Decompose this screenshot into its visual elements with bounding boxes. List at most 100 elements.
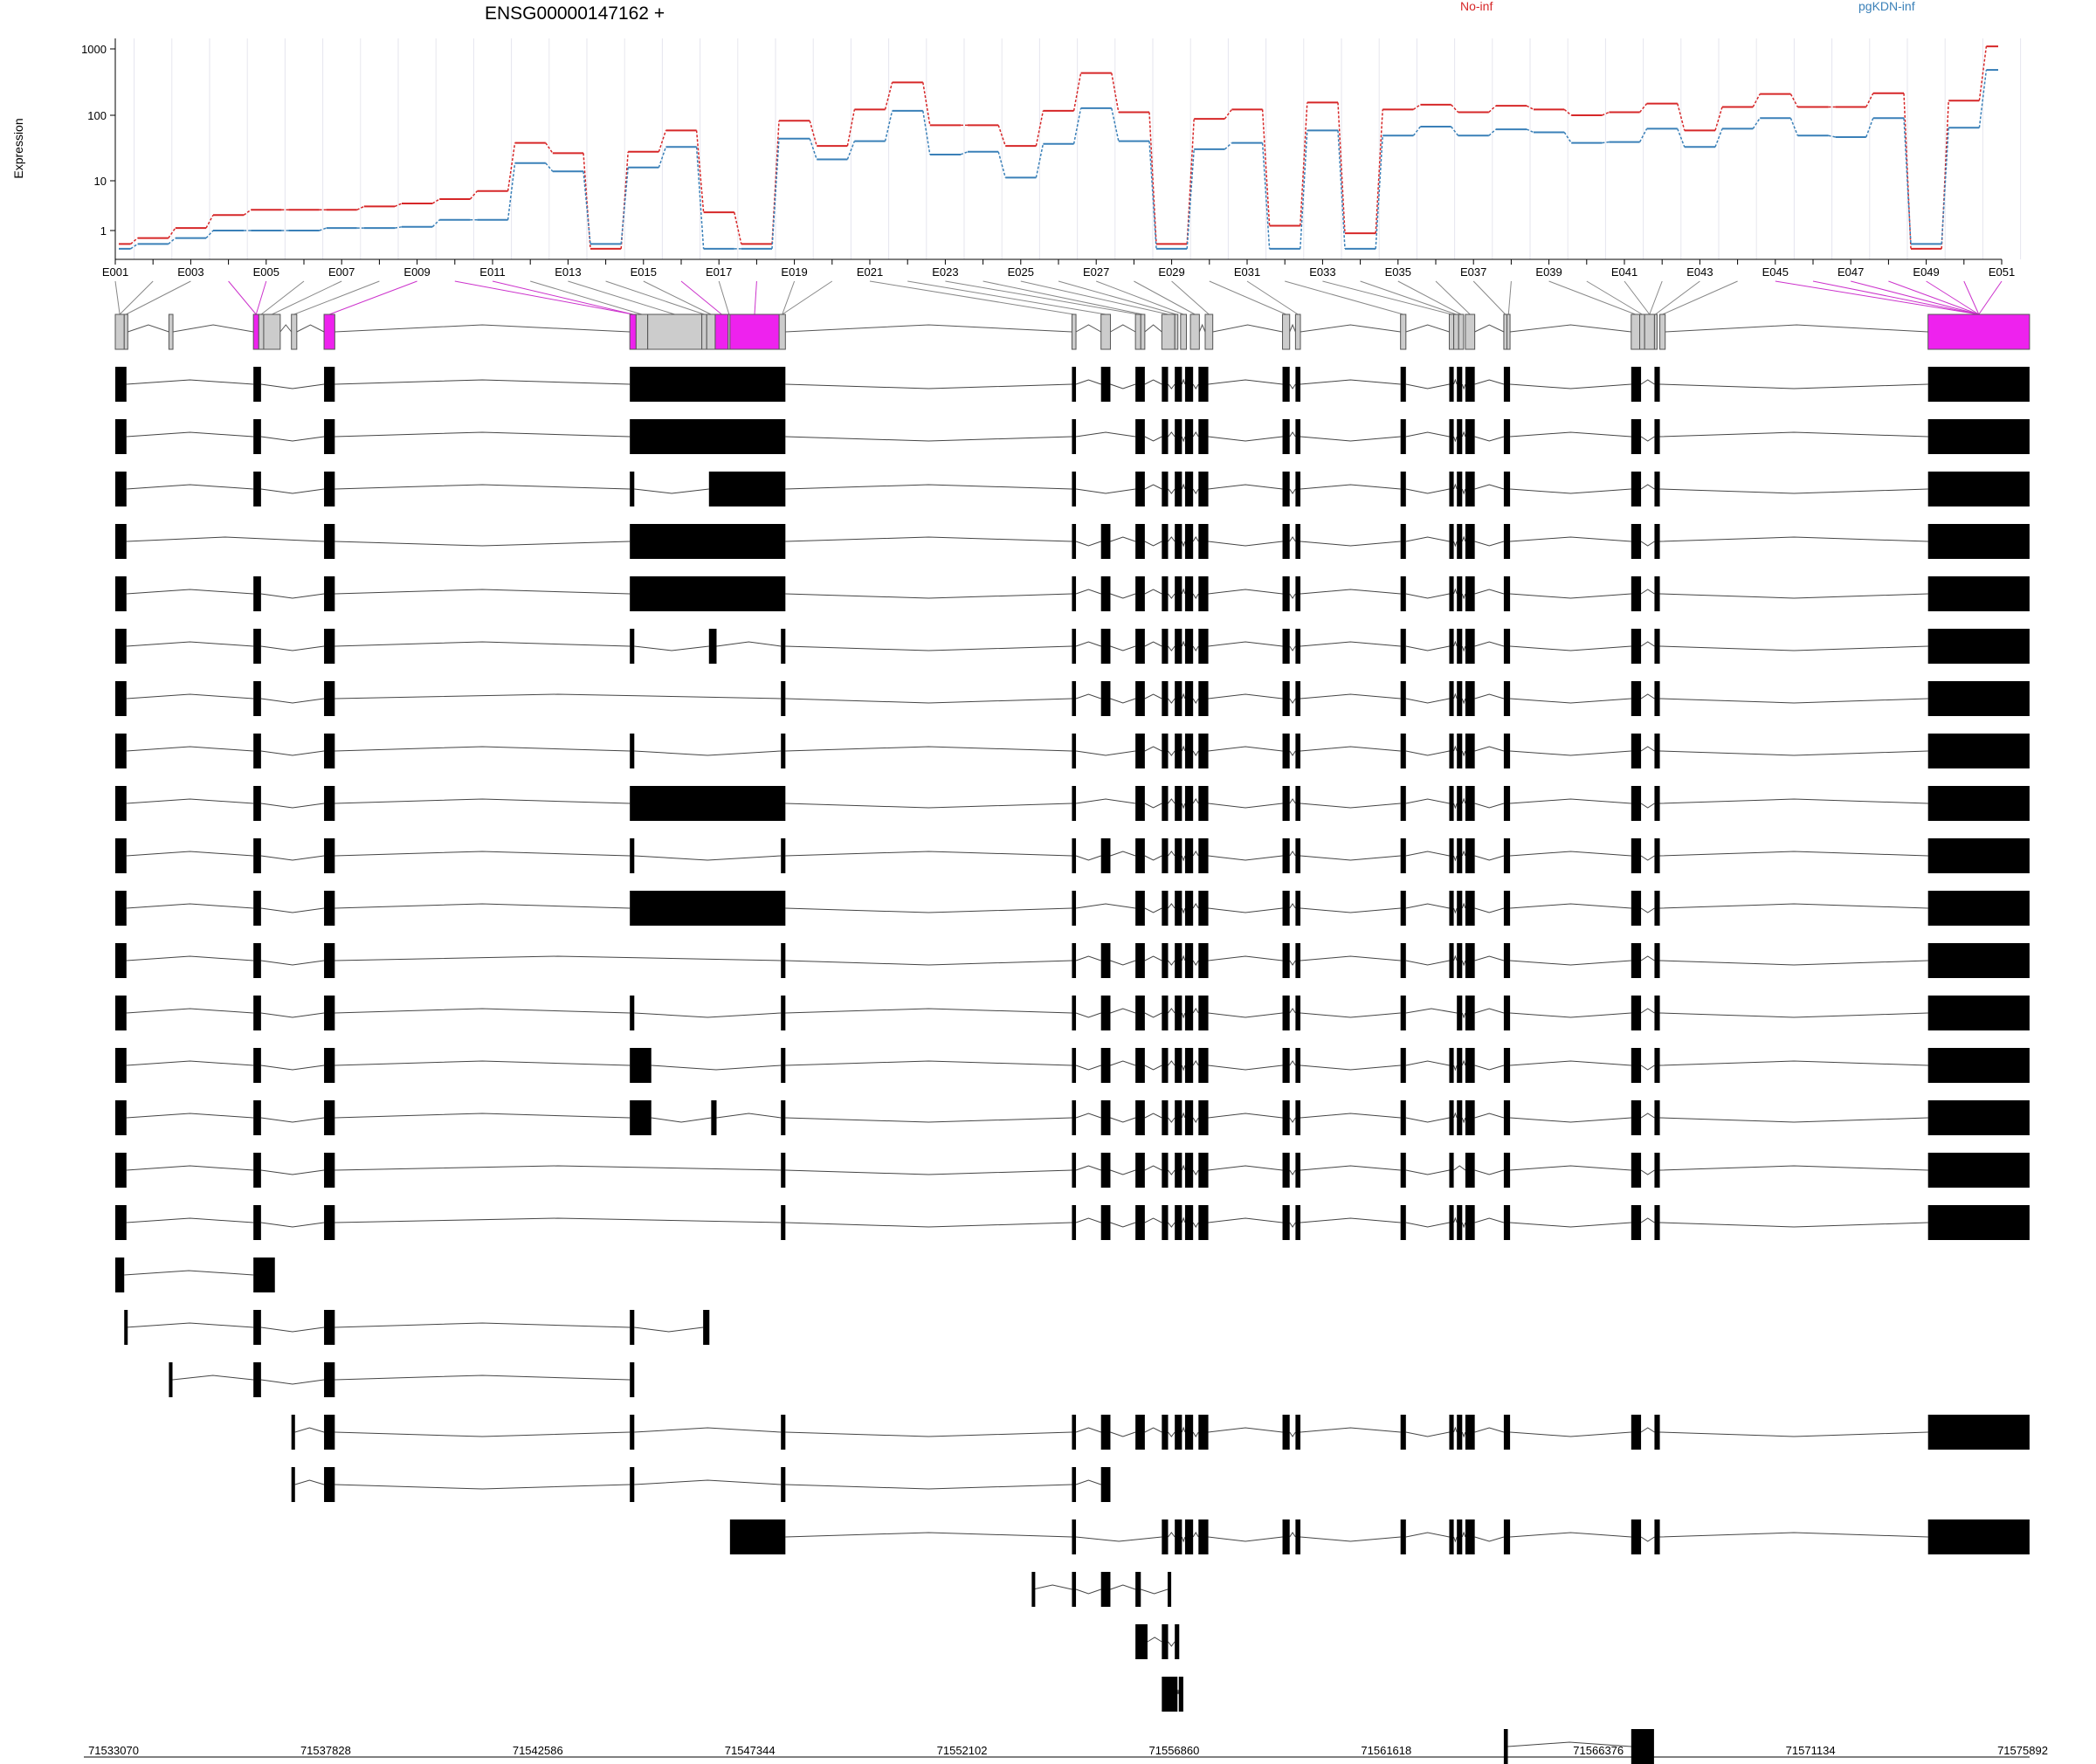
intron-line [1168, 383, 1176, 389]
transcript-exon [253, 576, 261, 611]
intron-line [1110, 593, 1136, 599]
intron-line [1144, 641, 1162, 647]
exon-bin [706, 314, 716, 350]
intron-line [1453, 1216, 1458, 1223]
expression-connector [319, 227, 327, 231]
intron-line [1640, 746, 1655, 752]
y-tick-label: 1 [100, 224, 107, 238]
transcript-exon [1927, 524, 2030, 559]
transcript-exon [1465, 1153, 1475, 1188]
exon-label: E039 [1535, 265, 1562, 279]
expression-connector [1072, 107, 1082, 144]
expression-connector [1978, 69, 1988, 128]
intron-line [334, 798, 631, 804]
y-axis-label: Expression [11, 118, 25, 178]
transcript-exon [1135, 472, 1145, 506]
exon-connector [1507, 280, 1512, 315]
intron-line [1461, 960, 1466, 967]
intron-line [1640, 641, 1655, 647]
transcript-exon [1654, 838, 1660, 873]
transcript-exon [1503, 1153, 1511, 1188]
transcript-exon [115, 1048, 127, 1083]
exon-label: E041 [1611, 265, 1638, 279]
exon-bin [1631, 314, 1641, 350]
expression-connector [695, 147, 705, 249]
intron-line [1181, 378, 1186, 385]
exon-connector [1978, 280, 2003, 315]
transcript-exon [1072, 943, 1077, 978]
transcript-track [115, 838, 2030, 873]
transcript-exon [1198, 629, 1209, 664]
exon-connectors [114, 280, 2003, 315]
coordinate-label: 71575892 [1997, 1744, 2048, 1757]
intron-line [1474, 1113, 1505, 1119]
intron-line [1181, 855, 1186, 862]
intron-line [1192, 750, 1199, 756]
transcript-exon [1162, 734, 1169, 768]
transcript-exon [169, 1362, 173, 1397]
exon-bin [1180, 314, 1187, 350]
intron-line [634, 1479, 782, 1485]
exon-label: E027 [1083, 265, 1109, 279]
transcript-track [115, 576, 2030, 611]
transcript-exon [1449, 367, 1454, 402]
exon-bin [1653, 314, 1658, 350]
expression-connector [997, 151, 1006, 178]
transcript-exon [1295, 1415, 1301, 1450]
series-no-inf [119, 45, 1998, 250]
transcript-exon [1135, 681, 1145, 716]
intron-line [1075, 324, 1101, 333]
intron-line [334, 1060, 631, 1066]
exon-label: E009 [403, 265, 430, 279]
transcript-exon [1927, 576, 2030, 611]
intron-line [1659, 903, 1928, 909]
intron-line [294, 1479, 325, 1485]
coordinate-label: 71537828 [300, 1744, 351, 1757]
transcript-exon [1295, 996, 1301, 1030]
transcript-exon [729, 1519, 786, 1554]
transcript-exon [1631, 1519, 1642, 1554]
transcript-exon [1654, 1100, 1660, 1135]
intron-line [1075, 1217, 1101, 1223]
transcript-exon [1503, 996, 1511, 1030]
exon-connector [1360, 280, 1457, 315]
intron-line [1168, 593, 1176, 599]
intron-line [1144, 855, 1162, 861]
transcript-exon [1072, 838, 1077, 873]
transcript-exon [630, 786, 786, 821]
intron-line [1168, 960, 1176, 966]
transcript-exon [1400, 367, 1406, 402]
transcript-exon [324, 576, 335, 611]
transcript-exon [1400, 734, 1406, 768]
intron-line [260, 383, 325, 389]
intron-line [1075, 1165, 1101, 1171]
exon-bin [1644, 314, 1655, 350]
transcript-exon [1162, 1100, 1169, 1135]
transcript-exon [1072, 1048, 1077, 1083]
transcript-exon [1465, 1415, 1475, 1450]
transcript-exon [1654, 1519, 1660, 1554]
exon-bin [168, 314, 174, 350]
exon-connector [530, 280, 643, 315]
intron-line [1474, 855, 1505, 861]
transcript-exon [1184, 996, 1194, 1030]
transcript-exon [1503, 1048, 1511, 1083]
expression-connector [583, 171, 591, 245]
transcript-exon [1184, 786, 1194, 821]
exon-connector [1812, 280, 1979, 315]
transcript-exon [1198, 1048, 1209, 1083]
exon-bin [1189, 314, 1200, 350]
transcript-exon [1162, 943, 1169, 978]
transcript-exon [1162, 419, 1169, 454]
exon-bin [291, 314, 298, 350]
transcript-track [115, 734, 2030, 768]
transcript-exon [1295, 786, 1301, 821]
transcript-exon [291, 1415, 295, 1450]
expression-connector [1300, 102, 1308, 226]
intron-line [1181, 907, 1186, 914]
expression-connector [394, 203, 403, 208]
transcript-exon [1465, 367, 1475, 402]
intron-line [1405, 593, 1450, 599]
intron-line [334, 851, 631, 857]
expression-connector [1638, 128, 1648, 142]
